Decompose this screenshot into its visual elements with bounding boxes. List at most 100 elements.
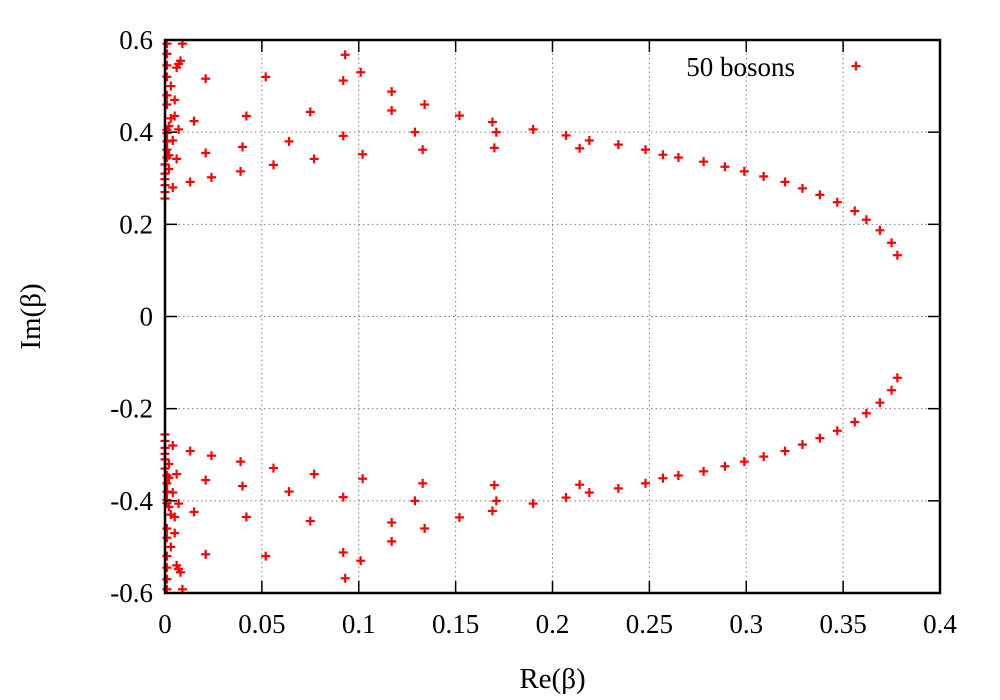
- data-point: [284, 487, 294, 497]
- data-point: [338, 492, 348, 502]
- data-point: [673, 470, 683, 480]
- data-point: [418, 478, 428, 488]
- y-tick-label: 0: [140, 302, 154, 332]
- data-point: [699, 157, 709, 167]
- data-point: [887, 238, 897, 248]
- data-point: [561, 130, 571, 140]
- data-point: [309, 469, 319, 479]
- legend: 50 bosons: [686, 52, 861, 82]
- data-point: [780, 446, 790, 456]
- data-point: [584, 135, 594, 145]
- data-point: [720, 461, 730, 471]
- data-point: [340, 573, 350, 583]
- data-point: [189, 507, 199, 517]
- data-point: [487, 506, 497, 516]
- data-point: [410, 496, 420, 506]
- data-point: [358, 149, 368, 159]
- data-point: [174, 124, 184, 134]
- data-point: [236, 166, 246, 176]
- data-point: [491, 496, 501, 506]
- data-point: [584, 488, 594, 498]
- data-point: [201, 549, 211, 559]
- data-point: [166, 510, 176, 520]
- data-point: [875, 225, 885, 235]
- data-point: [170, 95, 180, 105]
- data-point: [420, 100, 430, 110]
- tick-labels: 0 0.05 0.1 0.15 0.2 0.25 0.3 0.35 0.4 -0.6 -0.4 -0.…: [110, 25, 957, 639]
- data-point: [236, 457, 246, 467]
- data-point: [850, 417, 860, 427]
- data-point: [305, 516, 315, 526]
- data-point: [241, 111, 251, 121]
- data-point: [172, 469, 182, 479]
- data-point: [166, 542, 176, 552]
- data-point: [850, 206, 860, 216]
- data-point: [238, 142, 247, 152]
- data-point: [489, 480, 499, 490]
- data-point: [387, 106, 397, 116]
- data-point: [641, 145, 650, 155]
- data-point: [172, 560, 182, 570]
- x-tick-label: 0: [158, 609, 172, 639]
- data-point: [797, 440, 807, 450]
- legend-label: 50 bosons: [686, 52, 795, 82]
- data-point: [892, 373, 902, 383]
- data-point: [699, 466, 709, 476]
- data-point: [338, 547, 348, 557]
- data-point: [241, 512, 251, 522]
- data-point: [166, 113, 176, 123]
- data-point: [170, 528, 180, 538]
- y-tick-label: 0.4: [119, 117, 153, 147]
- data-point: [261, 551, 271, 561]
- data-point: [358, 474, 368, 484]
- data-point: [759, 452, 769, 462]
- data-point: [658, 150, 668, 160]
- data-point: [528, 499, 538, 509]
- legend-marker: [851, 61, 861, 71]
- data-point: [613, 140, 623, 150]
- data-point: [201, 74, 211, 84]
- x-tick-label: 0.15: [432, 609, 479, 639]
- data-point: [613, 483, 623, 493]
- data-point: [269, 463, 278, 473]
- data-point: [305, 107, 315, 117]
- x-tick-label: 0.05: [238, 609, 285, 639]
- data-point: [759, 171, 769, 181]
- data-point: [387, 536, 397, 546]
- data-point: [815, 190, 825, 200]
- data-point: [185, 446, 195, 456]
- data-point: [174, 499, 184, 509]
- data-point: [309, 154, 319, 164]
- y-tick-label: 0.6: [119, 25, 153, 55]
- data-point: [168, 441, 178, 451]
- y-tick-label: 0.2: [119, 209, 153, 239]
- data-point: [201, 475, 211, 485]
- data-point: [410, 127, 420, 137]
- x-tick-label: 0.35: [820, 609, 867, 639]
- data-point: [491, 127, 501, 137]
- data-point: [720, 162, 730, 172]
- data-point: [207, 451, 216, 461]
- data-point: [189, 116, 199, 126]
- data-point: [340, 50, 350, 60]
- y-tick-label: -0.2: [110, 394, 153, 424]
- y-tick-label: -0.4: [110, 486, 153, 516]
- x-tick-label: 0.2: [536, 609, 570, 639]
- data-point: [172, 154, 182, 164]
- data-point: [739, 166, 749, 176]
- data-point: [356, 67, 366, 77]
- data-point: [673, 153, 683, 163]
- data-point: [561, 493, 571, 503]
- data-point: [887, 385, 897, 395]
- x-tick-label: 0.25: [626, 609, 673, 639]
- data-point: [780, 177, 790, 187]
- data-point: [455, 512, 464, 522]
- data-point: [875, 398, 885, 408]
- data-point: [832, 197, 842, 207]
- data-point: [207, 172, 216, 182]
- data-point: [387, 87, 397, 97]
- data-point: [832, 426, 842, 436]
- data-point: [185, 177, 195, 187]
- data-point: [356, 556, 366, 566]
